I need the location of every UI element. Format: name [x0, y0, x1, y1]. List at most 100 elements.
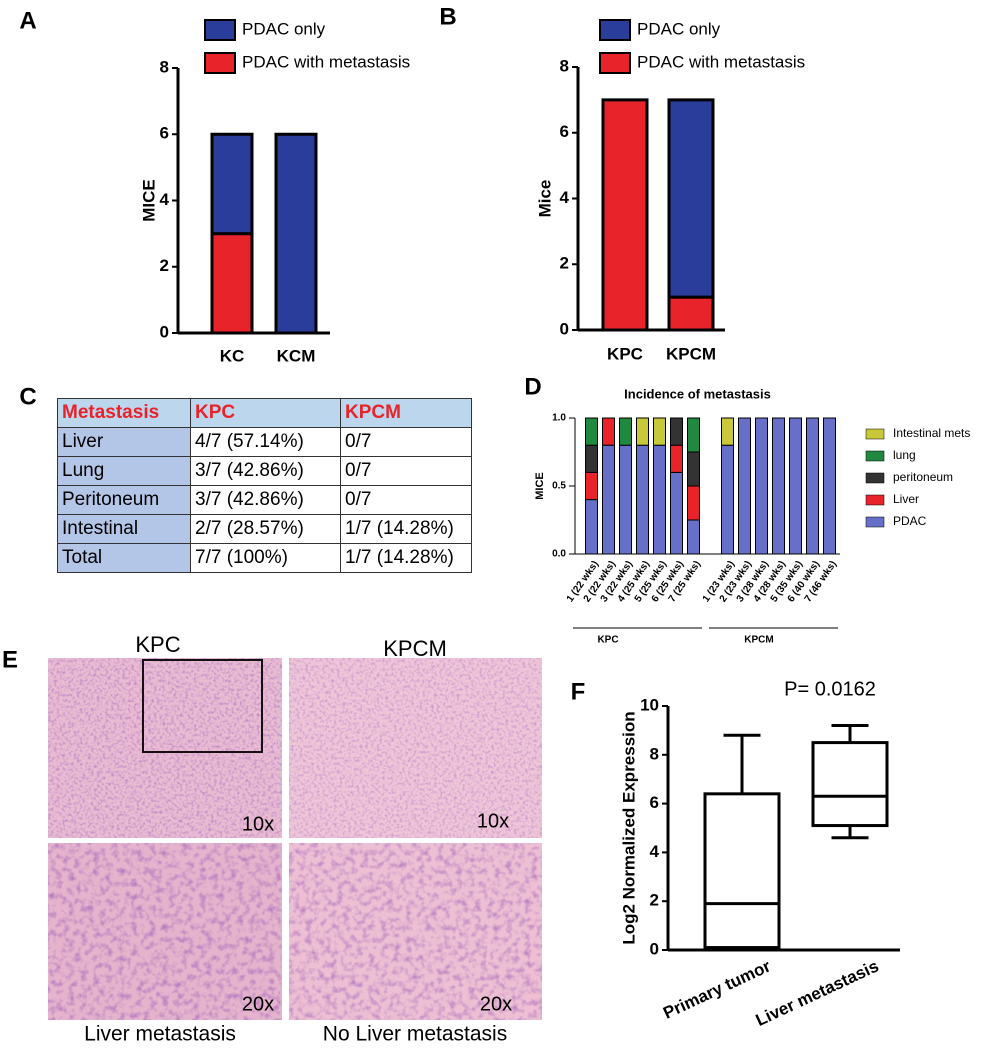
legend-swatch	[204, 19, 236, 41]
bar-segment	[636, 417, 649, 446]
y-tick-label: 0.0	[552, 549, 566, 560]
x-tick-label: Liver metastasis	[753, 956, 882, 1030]
histology-panel: E KPC KPCM 10x 10x 20x 20x Liver metasta…	[2, 632, 542, 1046]
bar-segment	[602, 444, 615, 555]
y-tick-label: 4	[650, 842, 660, 861]
y-axis-label: MICE	[534, 472, 546, 500]
magnification: 10x	[477, 810, 509, 832]
bar-segment	[789, 417, 802, 555]
cell: Peritoneum	[57, 485, 191, 515]
y-tick-label: 1.0	[552, 413, 566, 424]
magnification: 10x	[242, 813, 274, 835]
cell: Total	[57, 543, 191, 573]
panel-label: A	[19, 7, 36, 34]
zoom-box	[142, 659, 263, 753]
cell: 0/7	[340, 456, 472, 486]
x-tick-label: KC	[220, 346, 245, 365]
table-row: Intestinal 2/7 (28.57%) 1/7 (14.28%)	[57, 514, 472, 544]
micrograph-texture	[48, 658, 282, 838]
x-tick-label: KPC	[607, 344, 643, 363]
bar-segment	[687, 451, 700, 487]
bar-segment	[670, 471, 683, 555]
legend-label: PDAC with metastasis	[242, 52, 410, 71]
panel-label: D	[524, 373, 541, 400]
bar-segment	[721, 417, 734, 446]
legend-swatch	[865, 472, 885, 484]
column-label: KPC	[135, 632, 180, 657]
legend-swatch	[204, 52, 236, 74]
table-row: Peritoneum 3/7 (42.86%) 0/7	[57, 485, 472, 515]
legend-label: lung	[893, 448, 916, 462]
y-tick-label: 8	[160, 57, 169, 76]
bar-segment	[585, 417, 598, 446]
metastasis-table: Metastasis KPC KPCM Liver 4/7 (57.14%) 0/7…	[57, 398, 472, 573]
bar-segment	[619, 417, 632, 446]
box	[811, 741, 889, 828]
cell: 3/7 (42.86%)	[190, 456, 341, 486]
caption: Liver metastasis	[84, 1023, 236, 1046]
legend-swatch	[599, 19, 631, 41]
legend-label: peritoneum	[893, 470, 953, 484]
header-cell: Metastasis	[57, 398, 191, 428]
y-axis-label: MICE	[139, 179, 158, 222]
bar-segment	[210, 232, 254, 335]
legend-label: Intestinal mets	[893, 426, 970, 440]
legend-swatch	[865, 450, 885, 462]
caption: No Liver metastasis	[323, 1023, 507, 1046]
bar-segment	[823, 417, 836, 555]
legend-label: PDAC only	[637, 19, 721, 38]
bar-segment	[619, 444, 632, 555]
bar-segment	[601, 98, 649, 332]
y-tick-label: 4	[560, 188, 570, 207]
bar-segment	[806, 417, 819, 555]
cell: 2/7 (28.57%)	[190, 514, 341, 544]
bar-segment	[585, 471, 598, 501]
y-tick-label: 6	[560, 122, 569, 141]
y-tick-label: 0	[160, 322, 169, 341]
bar-segment	[602, 417, 615, 446]
group-label: KPC	[597, 635, 618, 646]
bar-segment	[653, 444, 666, 555]
bar-segment	[755, 417, 768, 555]
magnification: 20x	[480, 993, 512, 1015]
y-tick-label: 6	[650, 793, 659, 812]
micrograph-texture	[289, 658, 542, 838]
y-tick-label: 10	[640, 695, 659, 714]
cell: 4/7 (57.14%)	[190, 427, 341, 457]
y-tick-label: 4	[160, 190, 170, 209]
y-tick-label: 8	[650, 744, 659, 763]
cell: 0/7	[340, 427, 472, 457]
y-axis-label: Mice	[535, 180, 554, 218]
group-label: KPCM	[744, 635, 773, 646]
bar-segment	[772, 417, 785, 555]
table-row: Total 7/7 (100%) 1/7 (14.28%)	[57, 543, 472, 573]
bar-segment	[585, 444, 598, 473]
y-tick-label: 2	[160, 256, 169, 275]
legend-label: Liver	[893, 492, 919, 506]
cell: 1/7 (14.28%)	[340, 543, 472, 573]
y-tick-label: 8	[560, 56, 569, 75]
header-cell: KPC	[190, 398, 341, 428]
bar-segment	[670, 417, 683, 446]
table-header: Metastasis KPC KPCM	[57, 398, 472, 428]
bar-segment	[738, 417, 751, 555]
bar-segment	[653, 417, 666, 446]
cell: 7/7 (100%)	[190, 543, 341, 573]
y-axis-label: Log2 Normalized Expression	[619, 711, 638, 944]
bar-segment	[670, 444, 683, 473]
y-tick-label: 2	[560, 254, 569, 273]
annotation: P= 0.0162	[784, 678, 876, 700]
legend-label: PDAC with metastasis	[637, 52, 805, 71]
cell: 1/7 (14.28%)	[340, 514, 472, 544]
y-tick-label: 0	[650, 939, 659, 958]
panel-label: C	[19, 383, 36, 410]
bar-segment	[687, 485, 700, 521]
bar-segment	[585, 499, 598, 555]
bar-segment	[210, 132, 254, 236]
panel-label: E	[2, 646, 18, 673]
legend-swatch	[599, 52, 631, 74]
y-tick-label: 0.5	[552, 481, 566, 492]
y-tick-label: 6	[160, 124, 169, 143]
